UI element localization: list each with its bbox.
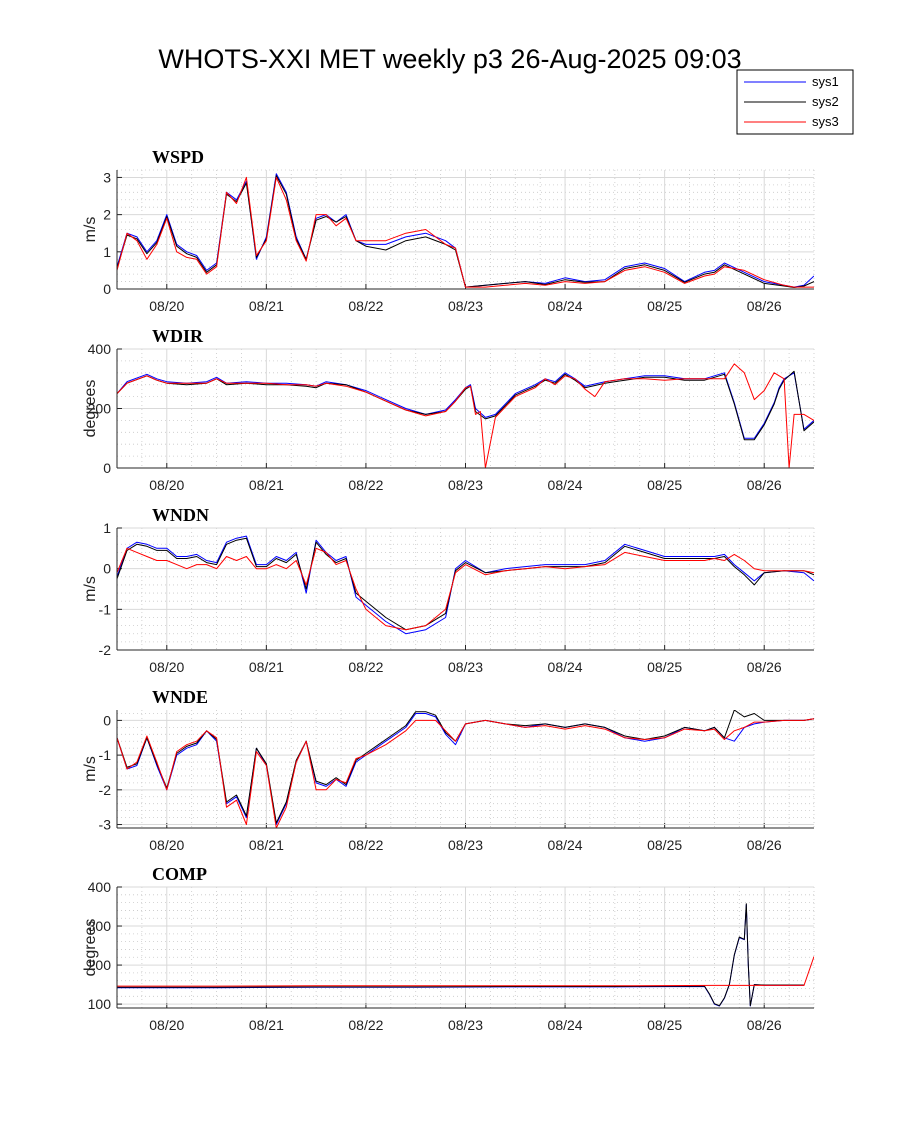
- x-tick-label: 08/20: [149, 1017, 184, 1033]
- y-tick-label: -1: [99, 601, 112, 617]
- y-tick-label: 400: [88, 341, 112, 357]
- panel-wdir: 08/20 08/21 08/22 08/23 08/24 08/25 08/26 0 200 4…: [82, 326, 815, 493]
- legend-label-sys2: sys2: [812, 94, 839, 109]
- series-line-sys3: [117, 547, 814, 631]
- figure-title: WHOTS-XXI MET weekly p3 26-Aug-2025 09:0…: [158, 44, 741, 74]
- y-tick-label: -1: [99, 747, 112, 763]
- x-tick-label: 08/22: [348, 298, 383, 314]
- y-tick-label: 0: [103, 712, 111, 728]
- panel-title: WDIR: [152, 326, 204, 346]
- x-tick-label: 08/22: [348, 477, 383, 493]
- x-tick-label: 08/25: [647, 659, 682, 675]
- x-tick-label: 08/25: [647, 477, 682, 493]
- series-line-sys2: [117, 903, 804, 1007]
- x-tick-label: 08/25: [647, 298, 682, 314]
- x-tick-label: 08/23: [448, 298, 483, 314]
- series-line-sys3: [117, 363, 814, 468]
- x-tick-label: 08/26: [747, 1017, 782, 1033]
- panel-title: WNDE: [152, 687, 208, 707]
- y-axis-label: degrees: [82, 380, 99, 438]
- x-tick-label: 08/24: [548, 659, 583, 675]
- y-tick-label: 200: [88, 957, 112, 973]
- panel-title: WSPD: [152, 147, 204, 167]
- panel-wspd: 08/20 08/21 08/22 08/23 08/24 08/25 08/26 0 1 2 3 W…: [82, 147, 815, 314]
- x-tick-label: 08/20: [149, 477, 184, 493]
- y-axis-label: m/s: [82, 576, 99, 602]
- y-tick-label: 300: [88, 918, 112, 934]
- x-tick-label: 08/24: [548, 477, 583, 493]
- x-tick-label: 08/24: [548, 298, 583, 314]
- series-line-sys2: [117, 175, 814, 288]
- y-tick-label: 1: [103, 244, 111, 260]
- series-line-sys1: [117, 535, 814, 635]
- panel-comp: 08/20 08/21 08/22 08/23 08/24 08/25 08/26 100 20…: [82, 864, 815, 1033]
- x-tick-label: 08/23: [448, 659, 483, 675]
- x-tick-label: 08/25: [647, 837, 682, 853]
- panel-wnde: 08/20 08/21 08/22 08/23 08/24 08/25 08/26 -3 -2 -…: [82, 687, 815, 853]
- legend-label-sys3: sys3: [812, 114, 839, 129]
- x-tick-label: 08/20: [149, 298, 184, 314]
- series-line-sys2: [117, 537, 814, 631]
- y-tick-label: 100: [88, 996, 112, 1012]
- x-tick-label: 08/25: [647, 1017, 682, 1033]
- panels: 08/20 08/21 08/22 08/23 08/24 08/25 08/26 0 1 2 3 W…: [82, 147, 815, 1033]
- x-tick-label: 08/22: [348, 1017, 383, 1033]
- x-tick-label: 08/21: [249, 837, 284, 853]
- y-tick-label: -2: [99, 642, 112, 658]
- series-line-sys1: [117, 173, 814, 288]
- x-tick-label: 08/21: [249, 659, 284, 675]
- x-tick-label: 08/24: [548, 837, 583, 853]
- x-tick-label: 08/21: [249, 477, 284, 493]
- y-tick-label: 1: [103, 520, 111, 536]
- y-tick-label: 0: [103, 460, 111, 476]
- x-tick-label: 08/20: [149, 837, 184, 853]
- y-tick-label: 2: [103, 207, 111, 223]
- y-axis-label: m/s: [82, 756, 99, 782]
- x-tick-label: 08/23: [448, 1017, 483, 1033]
- x-tick-label: 08/23: [448, 477, 483, 493]
- y-tick-label: 3: [103, 169, 111, 185]
- panel-wndn: 08/20 08/21 08/22 08/23 08/24 08/25 08/26 -2 -1 0…: [82, 505, 815, 675]
- x-tick-label: 08/21: [249, 1017, 284, 1033]
- series-line-sys3: [117, 718, 814, 828]
- y-tick-label: -3: [99, 817, 112, 833]
- x-tick-label: 08/26: [747, 837, 782, 853]
- y-axis-label: m/s: [82, 217, 99, 243]
- x-tick-label: 08/20: [149, 659, 184, 675]
- legend: sys1 sys2 sys3: [736, 69, 854, 135]
- panel-title: WNDN: [152, 505, 209, 525]
- y-axis-label: degrees: [82, 919, 99, 977]
- series-line-sys3: [117, 176, 814, 288]
- series-line-sys3: [117, 956, 814, 987]
- y-tick-label: 200: [88, 401, 112, 417]
- y-tick-label: 0: [103, 561, 111, 577]
- x-tick-label: 08/24: [548, 1017, 583, 1033]
- x-tick-label: 08/22: [348, 659, 383, 675]
- y-tick-label: 0: [103, 281, 111, 297]
- y-tick-label: 400: [88, 879, 112, 895]
- x-tick-label: 08/26: [747, 659, 782, 675]
- legend-label-sys1: sys1: [812, 74, 839, 89]
- x-tick-label: 08/26: [747, 298, 782, 314]
- x-tick-label: 08/22: [348, 837, 383, 853]
- x-tick-label: 08/26: [747, 477, 782, 493]
- x-tick-label: 08/21: [249, 298, 284, 314]
- x-tick-label: 08/23: [448, 837, 483, 853]
- y-tick-label: -2: [99, 782, 112, 798]
- panel-title: COMP: [152, 864, 207, 884]
